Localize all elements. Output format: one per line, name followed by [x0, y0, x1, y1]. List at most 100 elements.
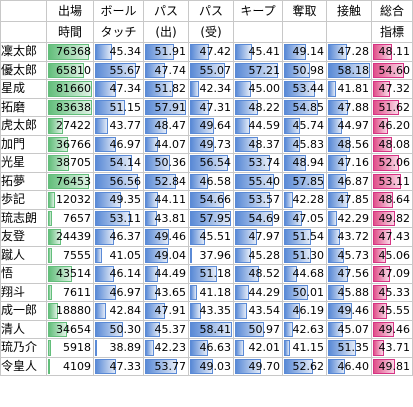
time-cell[interactable]: 38705	[46, 153, 94, 173]
stat-cell[interactable]: 50.97	[233, 319, 283, 339]
stat-cell[interactable]: 49.46	[326, 301, 372, 321]
player-name-cell[interactable]: 優太郎	[0, 60, 47, 80]
player-name-cell[interactable]: 令皇人	[0, 356, 47, 376]
stat-cell[interactable]: 49.14	[282, 42, 327, 62]
stat-cell[interactable]: 53.11	[93, 208, 144, 228]
stat-cell[interactable]: 53.44	[282, 79, 327, 99]
stat-cell[interactable]: 45.83	[282, 134, 327, 154]
player-name-cell[interactable]: 友登	[0, 227, 47, 247]
table-row[interactable]: 令皇人 4109 47.33 53.77 49.03 49.70 52.62 46.40 49.…	[0, 356, 413, 376]
stat-cell[interactable]: 47.91	[143, 301, 189, 321]
stat-cell[interactable]: 45.88	[326, 282, 372, 302]
stat-cell[interactable]: 44.49	[143, 264, 189, 284]
stat-cell[interactable]: 42.34	[188, 79, 234, 99]
stat-cell[interactable]: 45.51	[188, 227, 234, 247]
stat-cell[interactable]: 54.14	[93, 153, 144, 173]
time-cell[interactable]: 36766	[46, 134, 94, 154]
table-row[interactable]: 虎太郎 27422 43.77 48.47 49.64 44.59 45.74 44.97 46…	[0, 116, 413, 136]
stat-cell[interactable]: 43.35	[188, 301, 234, 321]
stat-cell[interactable]: 54.85	[282, 97, 327, 117]
stat-cell[interactable]: 49.46	[143, 227, 189, 247]
stat-cell[interactable]: 48.56	[326, 134, 372, 154]
stat-cell[interactable]: 41.15	[282, 338, 327, 358]
stat-cell[interactable]: 51.30	[282, 245, 327, 265]
stat-cell[interactable]: 57.91	[143, 97, 189, 117]
table-row[interactable]: 悟 43514 46.14 44.49 51.18 48.52 44.68 47.56 47.0…	[0, 264, 413, 284]
stat-cell[interactable]: 44.07	[143, 134, 189, 154]
stat-cell[interactable]: 43.81	[143, 208, 189, 228]
stat-cell[interactable]: 51.35	[326, 338, 372, 358]
stat-cell[interactable]: 47.88	[326, 97, 372, 117]
stat-cell[interactable]: 47.74	[143, 60, 189, 80]
player-name-cell[interactable]: 清人	[0, 319, 47, 339]
stat-cell[interactable]: 46.97	[93, 134, 144, 154]
player-name-cell[interactable]: 蹴人	[0, 245, 47, 265]
table-row[interactable]: 清人 34654 50.30 45.37 58.41 50.97 42.63 45.07 49.…	[0, 319, 413, 339]
stat-cell[interactable]: 44.97	[326, 116, 372, 136]
total-cell[interactable]: 53.11	[371, 171, 413, 191]
stat-cell[interactable]: 45.34	[93, 42, 144, 62]
stat-cell[interactable]: 42.63	[282, 319, 327, 339]
stat-cell[interactable]: 53.74	[233, 153, 283, 173]
stat-cell[interactable]: 43.77	[93, 116, 144, 136]
stat-cell[interactable]: 57.95	[188, 208, 234, 228]
total-cell[interactable]: 48.08	[371, 134, 413, 154]
table-row[interactable]: 星成 81660 47.34 51.82 42.34 45.00 53.44 41.81 47.…	[0, 79, 413, 99]
total-cell[interactable]: 45.55	[371, 301, 413, 321]
stat-cell[interactable]: 45.00	[233, 79, 283, 99]
stat-cell[interactable]: 41.05	[93, 245, 144, 265]
stat-cell[interactable]: 46.63	[188, 338, 234, 358]
time-cell[interactable]: 7611	[46, 282, 94, 302]
table-row[interactable]: 蹴人 7555 41.05 49.04 37.96 45.28 51.30 45.73 45.0…	[0, 245, 413, 265]
table-row[interactable]: 琉志朗 7657 53.11 43.81 57.95 54.69 47.05 42.29 49.…	[0, 208, 413, 228]
stat-cell[interactable]: 58.18	[326, 60, 372, 80]
time-cell[interactable]: 81660	[46, 79, 94, 99]
total-cell[interactable]: 49.46	[371, 319, 413, 339]
stat-cell[interactable]: 42.01	[233, 338, 283, 358]
time-cell[interactable]: 4109	[46, 356, 94, 376]
stat-cell[interactable]: 42.84	[93, 301, 144, 321]
stat-cell[interactable]: 43.54	[233, 301, 283, 321]
time-cell[interactable]: 43514	[46, 264, 94, 284]
stat-cell[interactable]: 45.73	[326, 245, 372, 265]
total-cell[interactable]: 49.82	[371, 208, 413, 228]
player-name-cell[interactable]: 琉志朗	[0, 208, 47, 228]
table-row[interactable]: 拓磨 83638 51.15 57.91 47.31 48.22 54.85 47.88 51.…	[0, 97, 413, 117]
total-cell[interactable]: 45.06	[371, 245, 413, 265]
stat-cell[interactable]: 44.68	[282, 264, 327, 284]
player-name-cell[interactable]: 星成	[0, 79, 47, 99]
time-cell[interactable]: 27422	[46, 116, 94, 136]
player-name-cell[interactable]: 虎太郎	[0, 116, 47, 136]
total-cell[interactable]: 47.32	[371, 79, 413, 99]
total-cell[interactable]: 54.60	[371, 60, 413, 80]
player-name-cell[interactable]: 歩記	[0, 190, 47, 210]
stat-cell[interactable]: 42.29	[326, 208, 372, 228]
stat-cell[interactable]: 42.28	[282, 190, 327, 210]
time-cell[interactable]: 65810	[46, 60, 94, 80]
stat-cell[interactable]: 49.73	[188, 134, 234, 154]
player-name-cell[interactable]: 琉乃介	[0, 338, 47, 358]
total-cell[interactable]: 51.62	[371, 97, 413, 117]
stat-cell[interactable]: 38.89	[93, 338, 144, 358]
stat-cell[interactable]: 47.05	[282, 208, 327, 228]
time-cell[interactable]: 18880	[46, 301, 94, 321]
player-name-cell[interactable]: 翔斗	[0, 282, 47, 302]
table-row[interactable]: 友登 24439 46.37 49.46 45.51 47.97 51.54 43.72 47.…	[0, 227, 413, 247]
stat-cell[interactable]: 51.54	[282, 227, 327, 247]
total-cell[interactable]: 43.71	[371, 338, 413, 358]
stat-cell[interactable]: 52.84	[143, 171, 189, 191]
table-row[interactable]: 成一郎 18880 42.84 47.91 43.35 43.54 46.19 49.46 45…	[0, 301, 413, 321]
stat-cell[interactable]: 50.01	[282, 282, 327, 302]
stat-cell[interactable]: 56.54	[188, 153, 234, 173]
stat-cell[interactable]: 41.18	[188, 282, 234, 302]
time-cell[interactable]: 76368	[46, 42, 94, 62]
stat-cell[interactable]: 47.34	[93, 79, 144, 99]
stat-cell[interactable]: 45.07	[326, 319, 372, 339]
stat-cell[interactable]: 50.36	[143, 153, 189, 173]
stat-cell[interactable]: 46.58	[188, 171, 234, 191]
stat-cell[interactable]: 44.29	[233, 282, 283, 302]
stat-cell[interactable]: 56.56	[93, 171, 144, 191]
stat-cell[interactable]: 42.23	[143, 338, 189, 358]
stat-cell[interactable]: 48.52	[233, 264, 283, 284]
stat-cell[interactable]: 43.65	[143, 282, 189, 302]
